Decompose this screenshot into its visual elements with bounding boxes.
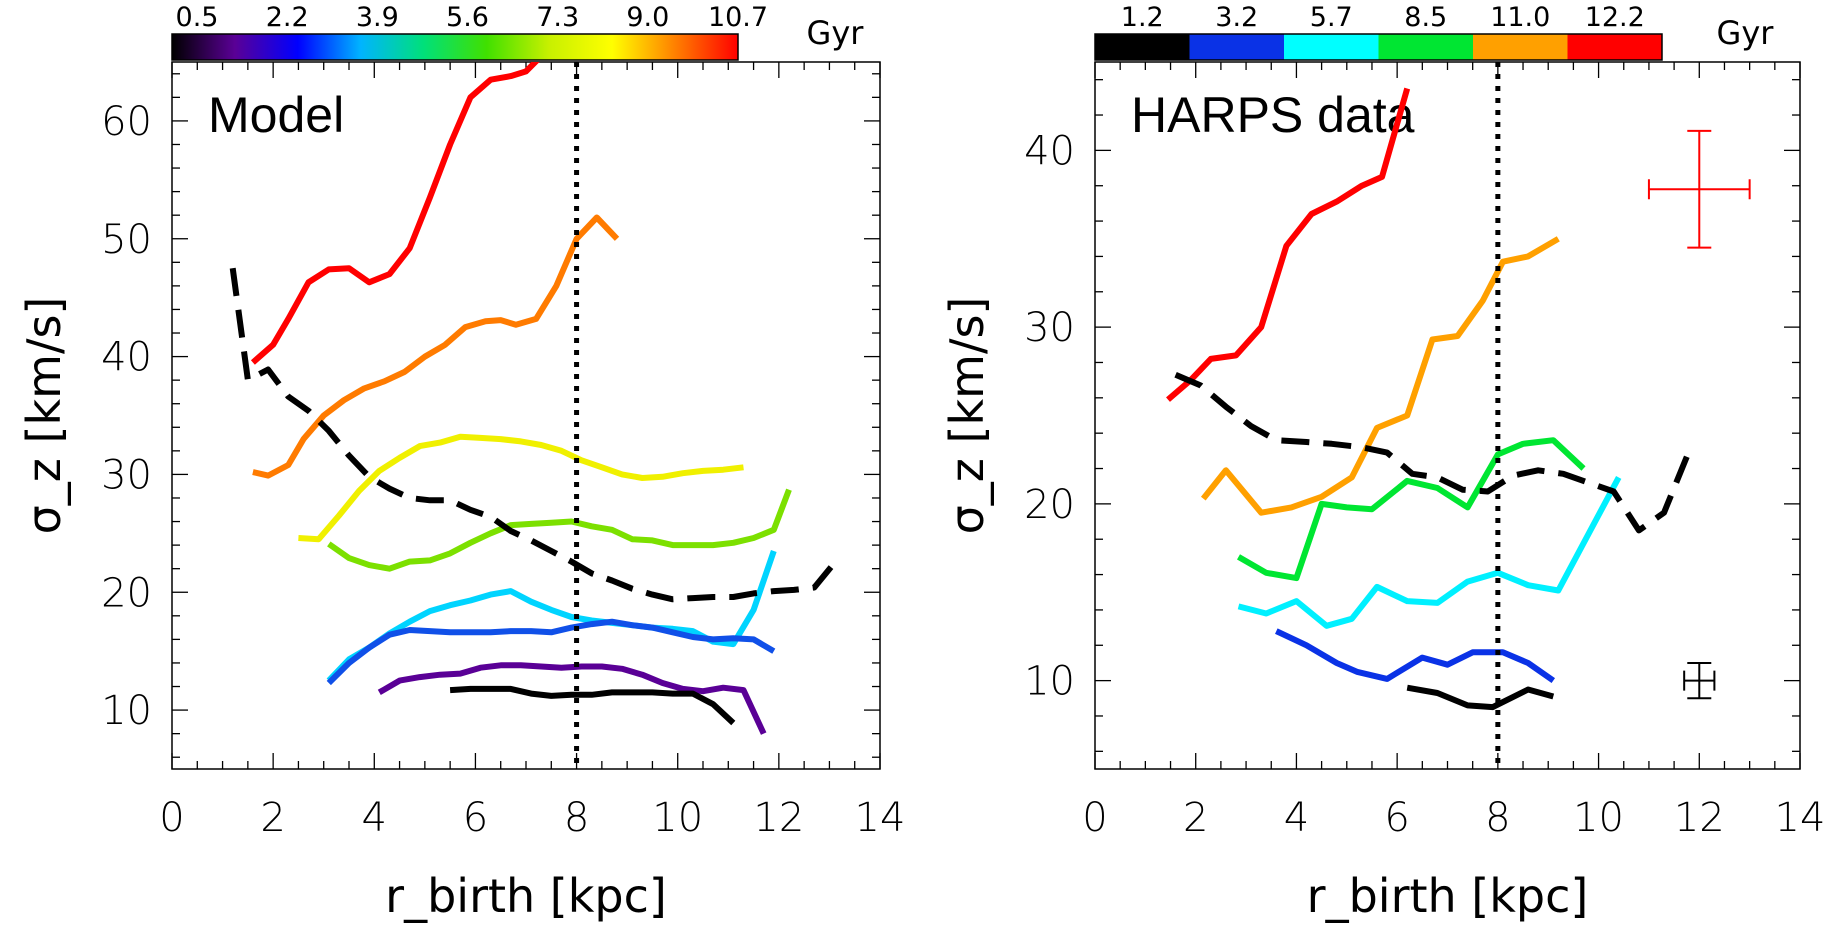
colorbar-tick-label: 5.7 <box>1310 2 1353 33</box>
x-tick-label: 6 <box>1384 795 1409 841</box>
x-tick-label: 0 <box>159 795 184 841</box>
series-line <box>449 685 736 726</box>
colorbar-tick-label: 0.5 <box>176 2 219 33</box>
colorbar-frame <box>1094 33 1663 61</box>
colorbar-tick-label: 12.2 <box>1585 2 1645 33</box>
x-tick-label: 10 <box>652 795 703 841</box>
colorbar-segment <box>1095 34 1190 60</box>
series-line <box>327 488 792 572</box>
colorbar-tick-label: 2.2 <box>266 2 309 33</box>
colorbar-unit: Gyr <box>1717 14 1775 52</box>
colorbar-segment <box>1378 34 1473 60</box>
harps-data-panel: 1.2 3.2 5.7 8.5 11.0 12.2 Gyr 0 2 4 6 8 10 12 14 10 20 30… <box>940 2 1825 923</box>
data-layer <box>229 62 837 769</box>
y-axis-label: σ_z [km/s] <box>940 297 994 535</box>
x-tick-label: 2 <box>1183 795 1208 841</box>
colorbar-tick-label: 5.6 <box>446 2 489 33</box>
colorbar-tick-label: 8.5 <box>1404 2 1447 33</box>
panel-title: Model <box>208 87 344 143</box>
y-axis-label: σ_z [km/s] <box>17 297 71 535</box>
series-line <box>1237 437 1586 582</box>
x-tick-label: 10 <box>1573 795 1624 841</box>
x-axis-label: r_birth [kpc] <box>385 869 667 923</box>
y-tick-label: 60 <box>101 99 152 145</box>
series-line <box>1237 475 1622 629</box>
y-tick-label: 20 <box>101 570 152 616</box>
colorbar-unit: Gyr <box>807 14 865 52</box>
y-tick-label: 10 <box>101 688 152 734</box>
x-tick-label: 6 <box>463 795 488 841</box>
series-line <box>298 433 744 543</box>
x-tick-label: 0 <box>1082 795 1107 841</box>
data-layer <box>1166 62 1751 769</box>
x-tick-label: 12 <box>753 795 804 841</box>
series-line <box>326 550 777 683</box>
y-tick-label: 10 <box>1024 659 1075 705</box>
x-axis-label: r_birth [kpc] <box>1307 869 1589 923</box>
y-tick-label: 40 <box>101 335 152 381</box>
colorbar-tick-label: 10.7 <box>708 2 768 33</box>
y-tick-label: 30 <box>1024 305 1075 351</box>
y-tick-label: 30 <box>101 452 152 498</box>
colorbar-segment <box>1189 34 1284 60</box>
x-tick-label: 4 <box>362 795 387 841</box>
colorbar-tick-label: 1.2 <box>1121 2 1164 33</box>
colorbar-tick-label: 9.0 <box>626 2 669 33</box>
x-tick-label: 14 <box>1775 795 1826 841</box>
series-line <box>1200 236 1560 516</box>
model-panel: 0.5 2.2 3.9 5.6 7.3 9.0 10.7 Gyr 0 2 4 6 8 10 12 14 10 20… <box>17 2 905 923</box>
series-line <box>250 62 540 365</box>
series-line <box>1406 684 1555 711</box>
colorbar-frame <box>171 33 739 61</box>
x-tick-label: 2 <box>260 795 285 841</box>
series-line <box>377 662 767 735</box>
colorbar-tick-label: 7.3 <box>536 2 579 33</box>
colorbar-segment <box>1284 34 1379 60</box>
x-tick-label: 8 <box>564 795 589 841</box>
series-line-all-dashed <box>1174 372 1692 534</box>
colorbar-tick-label: 3.2 <box>1215 2 1258 33</box>
x-tick-label: 12 <box>1674 795 1725 841</box>
series-line <box>326 618 776 686</box>
series-line <box>1275 628 1556 684</box>
x-tick-label: 14 <box>855 795 906 841</box>
y-tick-label: 20 <box>1024 482 1075 528</box>
panel-title: HARPS data <box>1131 87 1415 143</box>
colorbar-tick-label: 11.0 <box>1490 2 1550 33</box>
y-tick-label: 50 <box>101 217 152 263</box>
series-line-all-dashed <box>229 267 837 603</box>
x-tick-label: 4 <box>1284 795 1309 841</box>
series-line <box>252 214 620 479</box>
y-tick-label: 40 <box>1024 128 1075 174</box>
colorbar-gradient <box>172 34 738 60</box>
colorbar-segment <box>1473 34 1568 60</box>
colorbar-segment <box>1567 34 1662 60</box>
colorbar-tick-label: 3.9 <box>356 2 399 33</box>
x-tick-label: 8 <box>1485 795 1510 841</box>
series-line <box>1166 87 1411 402</box>
